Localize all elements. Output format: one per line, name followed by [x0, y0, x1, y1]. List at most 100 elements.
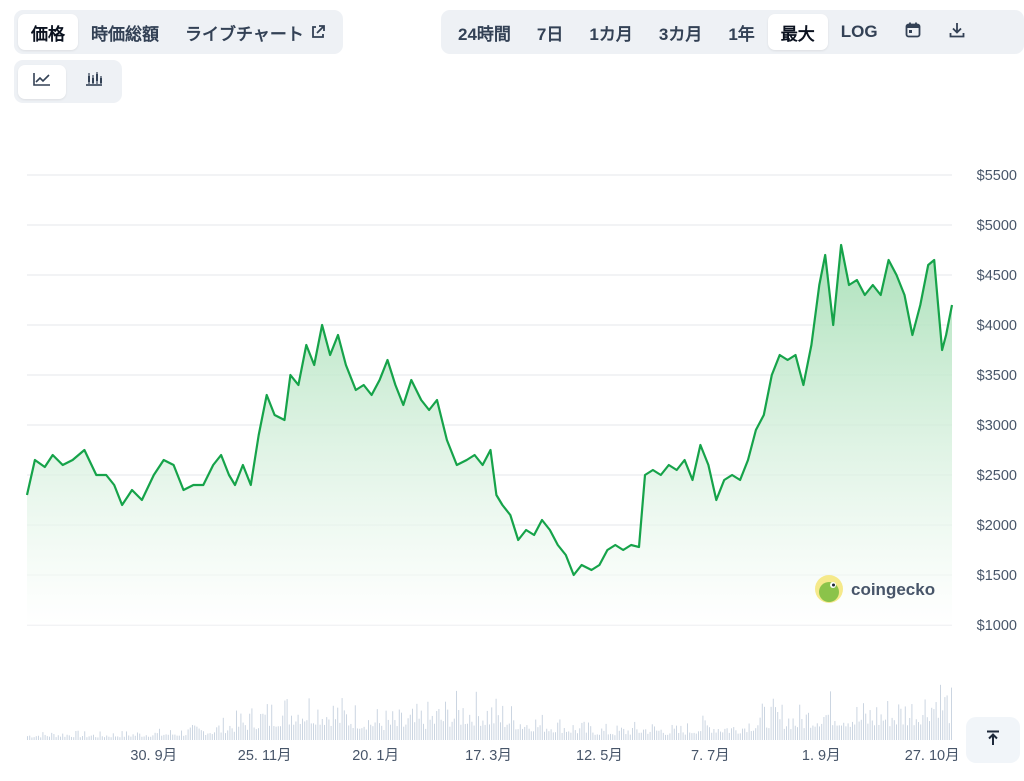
volume-bar [693, 732, 695, 740]
volume-bar [262, 713, 264, 740]
volume-bar [40, 737, 42, 740]
volume-bar [42, 732, 44, 740]
volume-bar [706, 725, 708, 740]
volume-bar [854, 724, 856, 740]
volume-bar [209, 733, 211, 740]
volume-bar [907, 725, 908, 740]
volume-bar [640, 732, 642, 740]
volume-bar [665, 734, 666, 740]
volume-bar [647, 733, 649, 740]
volume-bar [53, 734, 55, 740]
volume-bar [614, 735, 616, 740]
volume-bar [781, 704, 783, 740]
volume-bar [946, 695, 948, 740]
volume-bar [464, 724, 466, 740]
volume-bar [390, 724, 391, 740]
volume-bar [902, 724, 904, 740]
volume-bar [836, 725, 838, 740]
volume-bar [539, 725, 541, 740]
watermark-text: coingecko [851, 580, 935, 599]
volume-bar [880, 714, 882, 740]
scroll-to-top-button[interactable] [966, 717, 1020, 763]
volume-bar [926, 717, 928, 740]
tab-price[interactable]: 価格 [18, 14, 78, 50]
volume-bar [436, 711, 438, 740]
range-1m[interactable]: 1カ月 [589, 24, 633, 44]
volume-bar [909, 717, 911, 740]
volume-bar [519, 724, 521, 740]
volume-bar [592, 732, 594, 740]
volume-bar [814, 726, 816, 740]
volume-bar [495, 698, 497, 740]
volume-bar [304, 721, 306, 740]
volume-bar [603, 730, 605, 740]
volume-bar [662, 732, 664, 740]
volume-bar [154, 732, 156, 740]
volume-bar [326, 717, 328, 740]
volume-bar [845, 726, 847, 740]
volume-bar [579, 728, 581, 740]
tab-live-chart[interactable]: ライブチャート [172, 14, 339, 50]
volume-bar [500, 722, 501, 740]
volume-bar [797, 727, 798, 740]
volume-bar [90, 735, 92, 740]
range-3m[interactable]: 3カ月 [658, 24, 703, 44]
volume-bar [244, 725, 246, 740]
volume-bar [599, 734, 600, 740]
volume-bar [834, 721, 836, 740]
range-24h[interactable]: 24時間 [458, 24, 511, 44]
tab-market-cap[interactable]: 時価総額 [91, 24, 159, 44]
volume-bar [825, 715, 827, 740]
volume-bar [887, 701, 889, 740]
volume-bar [152, 735, 154, 740]
volume-bar [469, 714, 471, 740]
volume-bar [933, 709, 935, 740]
volume-bar [623, 728, 625, 740]
volume-bar [920, 724, 922, 740]
volume-bar [528, 728, 530, 740]
volume-bar [643, 729, 644, 740]
range-1y[interactable]: 1年 [728, 24, 755, 44]
log-toggle[interactable]: LOG [840, 22, 878, 41]
volume-bar [497, 715, 499, 740]
volume-bar [898, 704, 900, 740]
volume-bar [242, 722, 244, 740]
volume-bar [306, 720, 308, 740]
download-button[interactable] [935, 14, 979, 50]
volume-bar [359, 728, 361, 740]
volume-bar [392, 711, 394, 740]
volume-bar [570, 732, 572, 740]
volume-bar [581, 722, 583, 740]
price-area [25, 243, 954, 625]
volume-bar [412, 708, 413, 740]
volume-bar [273, 726, 275, 740]
volume-bar [104, 737, 105, 740]
volume-bar [27, 736, 28, 740]
y-tick-label: $1000 [977, 618, 1017, 634]
range-7d[interactable]: 7日 [536, 24, 564, 44]
volume-bar [286, 699, 288, 740]
volume-bar [546, 728, 548, 740]
volume-bar [482, 720, 484, 740]
volume-bar [319, 724, 321, 740]
volume-bar [46, 736, 48, 740]
volume-bar [165, 734, 167, 740]
volume-bar [110, 737, 112, 740]
volume-bar [885, 719, 886, 740]
volume-bar [187, 729, 189, 740]
volume-bar [414, 722, 416, 740]
volume-bar [691, 733, 693, 740]
line-chart-button[interactable] [18, 64, 66, 99]
volume-bar [271, 704, 273, 740]
volume-bar [940, 684, 941, 740]
candlestick-button[interactable] [70, 65, 118, 99]
volume-bar [764, 706, 765, 740]
volume-bar [462, 708, 464, 740]
range-max[interactable]: 最大 [767, 14, 828, 50]
calendar-button[interactable] [891, 14, 935, 50]
volume-bar [541, 714, 543, 740]
volume-bar [365, 729, 367, 740]
volume-bar [680, 725, 682, 740]
volume-bar [420, 710, 422, 740]
